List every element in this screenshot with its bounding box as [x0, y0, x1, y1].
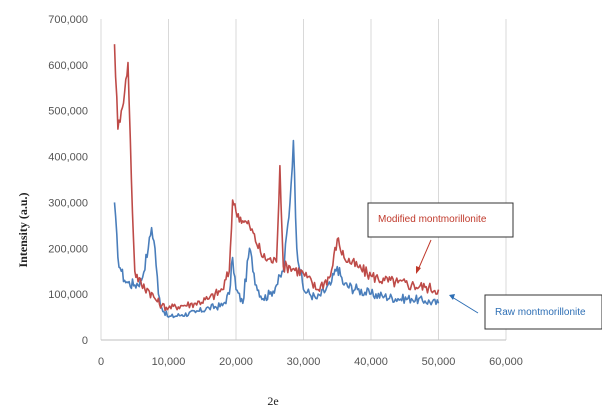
callout-raw-arrowhead — [449, 294, 455, 300]
series-line-modified-montmorillonite — [113, 44, 440, 312]
x-tick-label: 50,000 — [422, 356, 456, 368]
y-tick-label: 700,000 — [48, 14, 88, 26]
x-tick-labels: 0 10,000 20,000 30,000 40,000 50,000 60,000 — [98, 356, 523, 368]
callout-raw: Raw montmorillonite — [449, 294, 602, 330]
x-tick-label: 60,000 — [489, 356, 523, 368]
y-axis-title: Intensity (a.u.) — [16, 192, 30, 267]
x-tick-label: 30,000 — [287, 356, 321, 368]
y-tick-label: 500,000 — [48, 106, 88, 118]
y-tick-label: 400,000 — [48, 152, 88, 164]
callout-modified-box — [367, 202, 514, 238]
callout-raw-box — [484, 294, 602, 330]
y-tick-label: 0 — [82, 335, 88, 347]
x-tick-label: 40,000 — [354, 356, 388, 368]
callout-modified-label: Modified montmorillonite — [378, 214, 487, 225]
x-tick-label: 20,000 — [219, 356, 253, 368]
grid — [100, 19, 507, 341]
y-tick-label: 300,000 — [48, 197, 88, 209]
callout-raw-arrow — [451, 296, 479, 314]
callout-modified: Modified montmorillonite — [367, 202, 514, 274]
y-tick-label: 100,000 — [48, 289, 88, 301]
y-tick-label: 200,000 — [48, 243, 88, 255]
y-tick-label: 600,000 — [48, 60, 88, 72]
x-axis-title: 2e — [267, 394, 278, 408]
x-tick-label: 10,000 — [152, 356, 186, 368]
series-line-raw-montmorillonite — [113, 139, 440, 319]
callout-modified-arrowhead — [416, 266, 421, 274]
series-layer — [113, 44, 440, 319]
x-tick-label: 0 — [98, 356, 104, 368]
y-tick-labels: 0 100,000 200,000 300,000 400,000 500,000 600,… — [48, 14, 88, 347]
callout-modified-arrow — [417, 239, 432, 271]
callout-raw-label: Raw montmorillonite — [495, 307, 586, 318]
